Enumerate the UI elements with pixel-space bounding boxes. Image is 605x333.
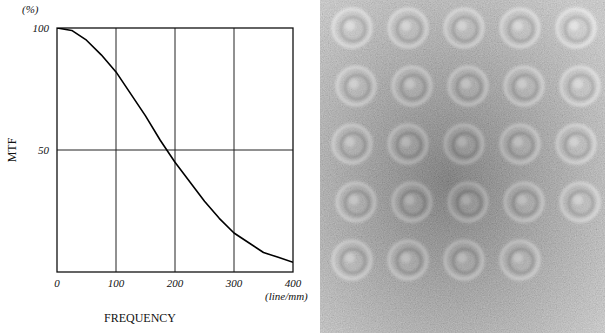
x-tick-label: 200 [167, 277, 184, 289]
x-tick-label: 300 [225, 277, 243, 289]
photo-shade [320, 0, 605, 333]
x-tick-label: 400 [285, 277, 302, 289]
y-tick-label: 100 [33, 22, 50, 34]
y-tick-label: 50 [38, 144, 50, 156]
plot-area [57, 28, 293, 262]
photo-ground [320, 0, 605, 333]
x-axis-title: FREQUENCY [104, 311, 176, 325]
x-unit-label: (line/mm) [265, 290, 308, 303]
x-tick-label: 100 [108, 277, 125, 289]
y-unit-label: (%) [22, 3, 39, 16]
mtf-curve [57, 28, 293, 262]
photo-grain [320, 0, 605, 333]
plot-frame [57, 28, 293, 272]
photograph [320, 0, 605, 333]
x-tick-label: 0 [54, 277, 60, 289]
grid [57, 28, 293, 272]
y-grid-line [57, 150, 293, 151]
figure: 0 100 200 300 400 50 100 (%) (line/mm) MTF FREQUEN… [0, 0, 605, 333]
root: 0 100 200 300 400 50 100 (%) (line/mm) MTF FREQUEN… [0, 0, 605, 333]
y-axis-title: MTF [5, 137, 19, 162]
